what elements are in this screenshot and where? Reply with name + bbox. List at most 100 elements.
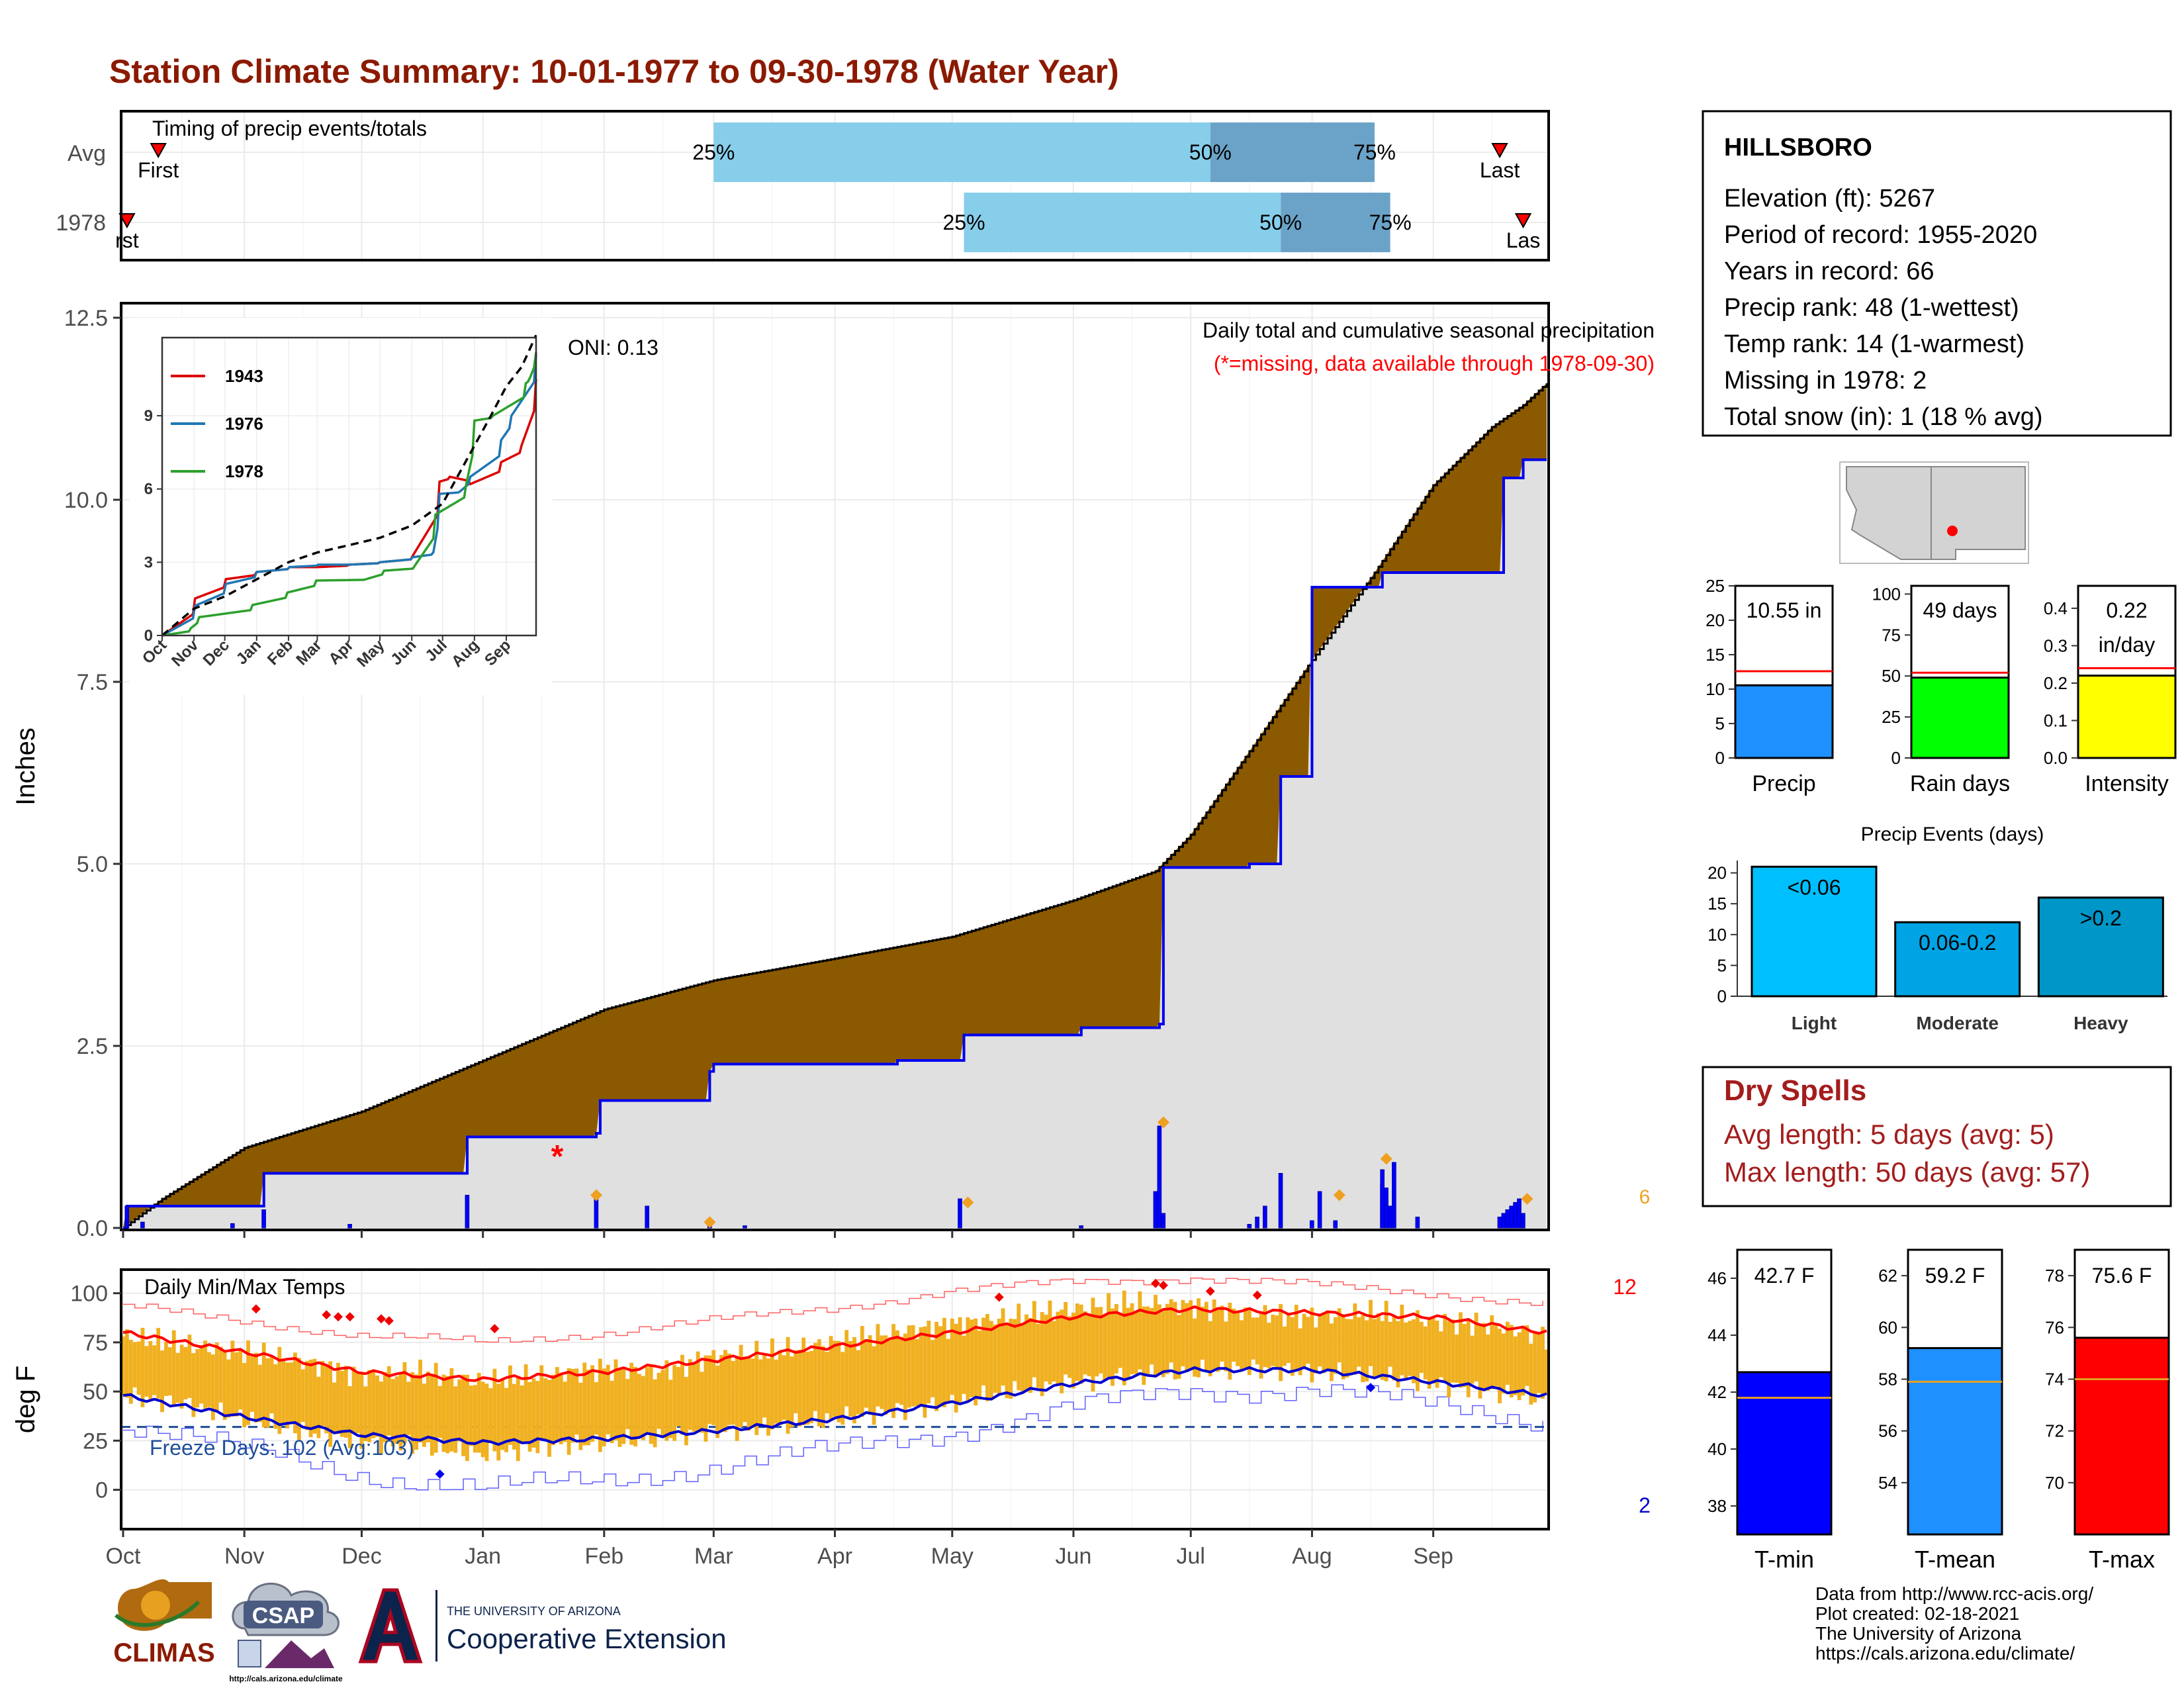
daily-temp-bar	[684, 1377, 688, 1446]
avg-max-temp-line	[122, 1305, 1547, 1383]
record-min-line	[123, 1384, 1543, 1491]
daily-temp-bar	[1412, 1319, 1416, 1383]
record-high-marker-0	[251, 1304, 261, 1314]
daily-temp-bar	[1208, 1321, 1212, 1377]
extreme-precip-marker-0	[590, 1189, 603, 1201]
daily-temp-bar	[1247, 1307, 1251, 1376]
daily-temp-bar	[962, 1335, 966, 1394]
tbar-value-0: 42.7 F	[1754, 1264, 1815, 1288]
daily-temp-bar	[1306, 1317, 1310, 1364]
daily-temp-bar	[1134, 1311, 1138, 1374]
daily-temp-bar	[778, 1350, 782, 1425]
daily-temp-bar	[140, 1327, 145, 1407]
daily-temp-bar	[1365, 1320, 1369, 1382]
data-credits: Data from http://www.rcc-acis.org/ Plot …	[1815, 1583, 2093, 1664]
daily-temp-bar	[1177, 1315, 1181, 1379]
daily-temp-bar	[1150, 1307, 1154, 1365]
events-tick-label-4: 20	[1707, 863, 1727, 883]
daily-temp-bar	[794, 1350, 798, 1413]
daily-temp-bar	[817, 1339, 821, 1427]
daily-temp-bar	[1459, 1312, 1463, 1388]
inset-ytick-label-1: 3	[144, 553, 153, 571]
daily-temp-bar	[641, 1376, 645, 1440]
daily-temp-bar	[1486, 1335, 1490, 1391]
daily-temp-bar	[226, 1359, 231, 1418]
inset-ytick-label-0: 0	[144, 627, 153, 645]
daily-temp-bar	[989, 1321, 993, 1401]
daily-temp-bar	[191, 1353, 196, 1417]
daily-temp-bar	[1494, 1324, 1498, 1387]
station-name: HILLSBORO	[1724, 134, 1872, 162]
daily-temp-bar	[516, 1378, 520, 1462]
events-value-light: <0.06	[1788, 875, 1841, 899]
tbar-t-min	[1736, 1371, 1833, 1536]
summary-tick-label-1-4: 100	[1872, 584, 1901, 604]
daily-precip-bar	[743, 1225, 747, 1229]
daily-temp-bar	[578, 1382, 583, 1450]
daily-precip-bar	[140, 1221, 145, 1229]
month-label-aug: Aug	[1292, 1544, 1332, 1569]
record-high-marker-7	[994, 1292, 1004, 1302]
daily-temp-bar	[527, 1382, 532, 1452]
daily-temp-bar	[1505, 1321, 1510, 1385]
daily-temp-bar	[1443, 1313, 1447, 1383]
daily-temp-bar	[570, 1368, 575, 1443]
station-years: Years in record: 66	[1724, 258, 1934, 285]
month-label-feb: Feb	[585, 1544, 624, 1569]
daily-temp-bar	[1095, 1307, 1099, 1377]
precip-1978-area	[123, 459, 1547, 1228]
climas-ribbon	[114, 1600, 201, 1627]
daily-temp-bar	[230, 1340, 235, 1417]
daily-temp-bar	[707, 1355, 712, 1425]
tbar-tick-label-1-2: 58	[1878, 1369, 1897, 1389]
csap-url: http://cals.arizona.edu/climate	[229, 1674, 343, 1683]
page-title: Station Climate Summary: 10-01-1977 to 0…	[109, 53, 1119, 90]
daily-temp-bar	[520, 1385, 524, 1443]
daily-temp-bar	[1517, 1332, 1522, 1401]
daily-temp-bar	[195, 1349, 200, 1408]
tbar-tick-label-1-1: 56	[1878, 1421, 1897, 1441]
month-label-nov: Nov	[224, 1544, 264, 1569]
daily-temp-bar	[974, 1318, 978, 1406]
daily-temp-bar	[1111, 1308, 1115, 1386]
daily-temp-bar	[484, 1383, 489, 1462]
daily-temp-bar	[1490, 1315, 1494, 1389]
daily-precip-bar	[1521, 1213, 1525, 1229]
daily-temp-bar	[837, 1340, 841, 1423]
daily-temp-bar	[265, 1358, 270, 1428]
daily-temp-bar	[1056, 1311, 1060, 1385]
daily-temp-bar	[222, 1350, 227, 1421]
daily-temp-bar	[1107, 1293, 1111, 1378]
daily-precip-bar	[1333, 1220, 1338, 1229]
daily-temp-bar	[1220, 1305, 1224, 1362]
daily-temp-bar	[559, 1373, 563, 1444]
climas-sun-icon	[141, 1591, 170, 1620]
record-high-marker-1	[322, 1310, 332, 1320]
daily-temp-bar	[602, 1368, 606, 1447]
daily-temp-bar	[437, 1385, 442, 1438]
daily-temp-bar	[739, 1344, 743, 1427]
daily-temp-bar	[480, 1382, 485, 1458]
summary-tick-label-1-0: 0	[1891, 748, 1901, 768]
daily-temp-bar	[1529, 1343, 1533, 1405]
daily-temp-bar	[543, 1378, 548, 1440]
daily-temp-bar	[672, 1365, 677, 1441]
daily-temp-bar	[441, 1374, 446, 1452]
daily-temp-bar	[598, 1358, 602, 1452]
daily-temp-bar	[919, 1327, 923, 1405]
precip-ytick-label-4: 10.0	[64, 488, 108, 513]
daily-temp-bar	[664, 1360, 669, 1441]
daily-temp-bar	[1017, 1303, 1021, 1391]
daily-temp-bar	[152, 1345, 157, 1395]
dry-spells-avg: Avg length: 5 days (avg: 5)	[1724, 1119, 2054, 1150]
daily-precip-bar	[1380, 1169, 1385, 1229]
daily-temp-bar	[1126, 1307, 1130, 1378]
daily-temp-bar	[175, 1352, 180, 1403]
temp-ytick-label-2: 50	[83, 1380, 108, 1405]
events-value-heavy: >0.2	[2080, 906, 2122, 930]
daily-temp-bar	[1197, 1298, 1201, 1378]
credit-data-source: Data from http://www.rcc-acis.org/	[1815, 1583, 2093, 1604]
ua-university-text: THE UNIVERSITY OF ARIZONA	[447, 1605, 621, 1618]
daily-temp-bar	[465, 1374, 469, 1462]
daily-temp-bar	[1240, 1320, 1244, 1370]
